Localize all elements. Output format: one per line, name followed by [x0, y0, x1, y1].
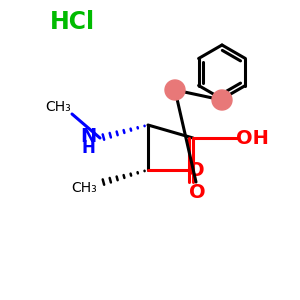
Text: N: N	[80, 127, 96, 146]
Text: H: H	[81, 139, 95, 157]
Text: CH₃: CH₃	[45, 100, 71, 114]
Text: OH: OH	[236, 128, 268, 148]
Text: O: O	[189, 184, 205, 202]
Circle shape	[165, 80, 185, 100]
Text: CH₃: CH₃	[71, 181, 97, 195]
Text: HCl: HCl	[50, 10, 94, 34]
Circle shape	[212, 90, 232, 110]
Text: O: O	[188, 160, 204, 179]
